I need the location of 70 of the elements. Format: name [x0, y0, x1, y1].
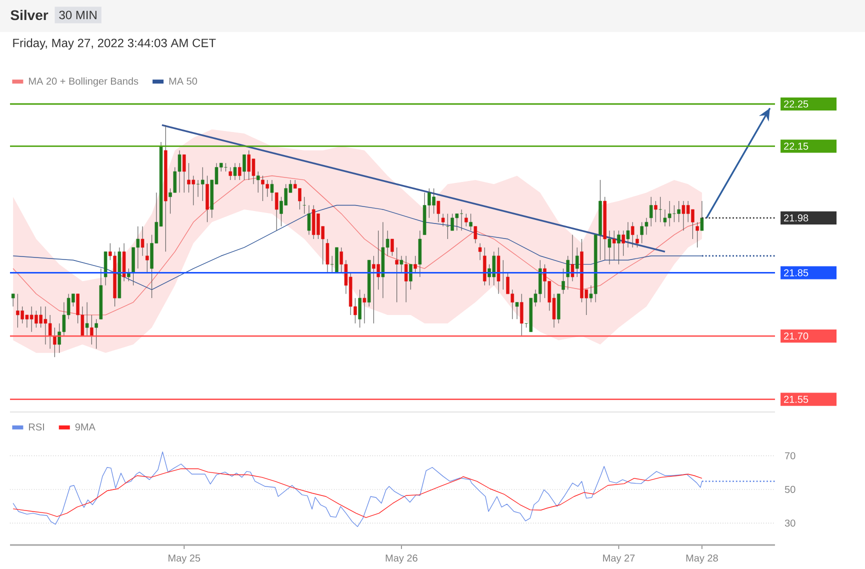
candlestick: [362, 294, 366, 324]
candlestick: [390, 238, 394, 256]
candlestick: [566, 256, 570, 290]
chart-subtitle: 30 MIN: [59, 10, 96, 20]
y-tick-label: 21.55: [784, 396, 808, 403]
candlestick: [469, 213, 472, 231]
candlestick: [520, 294, 524, 336]
y-tick-label: 21.98: [784, 214, 808, 222]
x-tick-label: May 25: [168, 554, 200, 564]
candlestick: [242, 154, 246, 180]
candlestick: [436, 200, 440, 222]
candlestick: [228, 166, 232, 180]
candlestick: [233, 162, 237, 180]
candlestick: [474, 226, 478, 244]
candlestick: [636, 234, 639, 248]
candlestick: [612, 230, 616, 260]
candlestick: [11, 294, 15, 307]
candlestick: [654, 200, 658, 222]
x-tick-label: May 26: [386, 554, 418, 564]
candlestick: [274, 192, 278, 231]
candlestick: [404, 256, 408, 303]
candlestick: [270, 180, 274, 202]
candlestick: [90, 314, 94, 345]
candlestick: [630, 222, 634, 248]
y-tick-label: 70: [785, 452, 796, 460]
candlestick: [414, 256, 417, 274]
candlestick: [146, 242, 149, 274]
y-tick-label: 30: [784, 520, 796, 527]
candlestick: [358, 289, 362, 328]
candlestick: [464, 213, 468, 227]
candlestick: [409, 264, 412, 290]
y-tick-label: 21.70: [784, 332, 808, 340]
candlestick: [658, 196, 662, 222]
candlestick: [94, 318, 98, 349]
y-tick-label: 22.25: [784, 100, 808, 108]
candlestick: [395, 247, 398, 303]
x-tick-label: May 28: [686, 554, 718, 564]
candlestick: [441, 213, 445, 227]
candlestick: [608, 230, 612, 265]
candlestick: [53, 327, 56, 358]
candlestick: [575, 247, 579, 278]
legend-label: 9MA: [75, 423, 96, 431]
candlestick: [307, 204, 311, 236]
candlestick: [256, 171, 260, 193]
candlestick: [696, 222, 699, 248]
chart-title: Silver: [10, 10, 48, 20]
candlestick: [570, 234, 574, 282]
text: Friday, May 27, 2022 3:44:03 AM CET: [13, 38, 216, 50]
candlestick: [140, 226, 144, 256]
candlestick: [478, 242, 482, 260]
candlestick: [85, 302, 89, 336]
candlestick: [649, 196, 653, 227]
candlestick: [400, 256, 404, 274]
candlestick: [515, 302, 519, 320]
y-tick-label: 21.85: [784, 269, 808, 276]
legend-label: RSI: [29, 423, 44, 431]
x-tick-label: May 27: [603, 554, 635, 564]
legend-label: MA 20 + Bollinger Bands: [29, 77, 138, 87]
candlestick: [622, 230, 625, 256]
candlestick: [626, 222, 630, 248]
candlestick: [238, 162, 242, 180]
candlestick: [562, 268, 565, 294]
line-series: [12, 468, 702, 518]
y-tick-label: 22.15: [784, 142, 808, 150]
candlestick: [326, 238, 330, 274]
y-tick-label: 50: [784, 486, 796, 493]
legend-label: MA 50: [169, 78, 198, 85]
candlestick: [617, 230, 620, 265]
candlestick: [182, 154, 186, 193]
candlestick: [700, 200, 704, 231]
